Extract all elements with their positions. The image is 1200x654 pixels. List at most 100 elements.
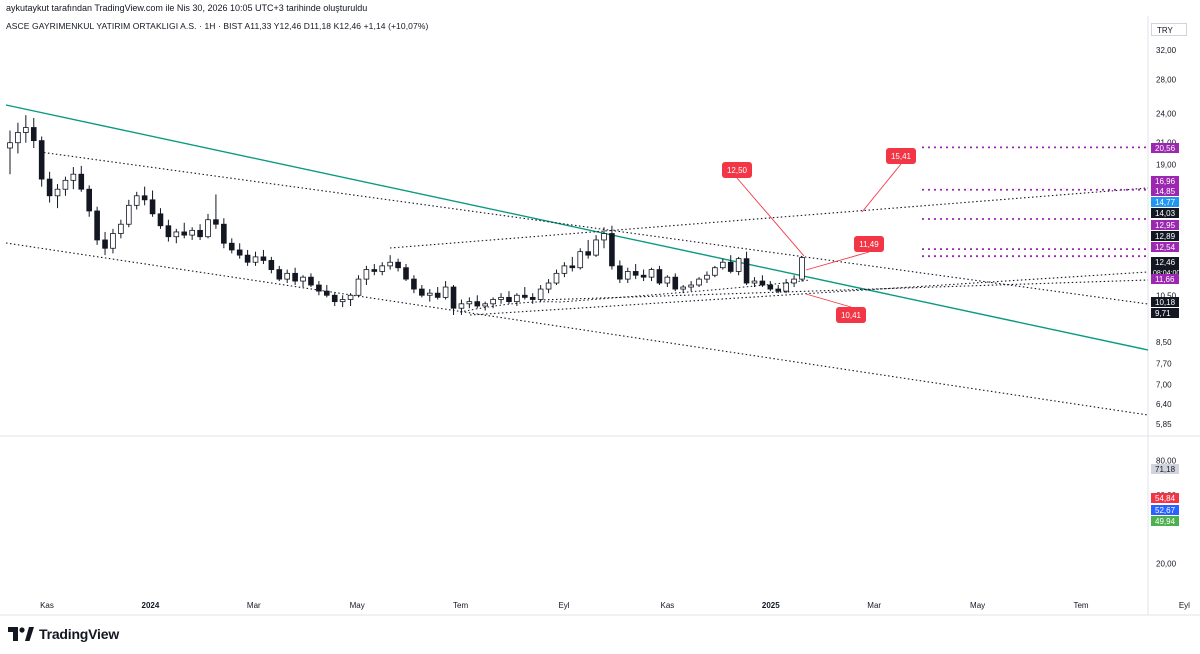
currency-selector[interactable]: TRY: [1151, 23, 1187, 36]
x-tick-label-3: May: [350, 601, 365, 610]
candle-body: [78, 173, 85, 190]
y-tick-label-11: 6,40: [1156, 400, 1172, 409]
candle-body: [165, 225, 172, 238]
candle-body: [514, 294, 520, 303]
x-tick-label-1: 2024: [142, 601, 160, 610]
price-tag-text: 12,54: [1155, 243, 1176, 252]
tradingview-logo[interactable]: TradingView: [8, 626, 119, 642]
dotted-trendline-2[interactable]: [389, 187, 1149, 249]
dotted-trendline-1[interactable]: [5, 242, 1149, 416]
candle-body: [561, 265, 568, 274]
candle-body: [775, 288, 782, 292]
x-tick-label-5: Eyl: [558, 601, 569, 610]
candle-body: [553, 272, 560, 284]
candle-body: [30, 127, 37, 142]
candle-body: [537, 288, 544, 300]
price-tag-text: 9,71: [1155, 309, 1171, 318]
price-tag: [1151, 297, 1179, 307]
x-tick-label-7: 2025: [762, 601, 780, 610]
osc-tick-label-0: 80,00: [1156, 457, 1177, 466]
candle-body: [498, 296, 504, 300]
candle-body: [15, 132, 21, 144]
annotation-arrow: [805, 293, 852, 308]
candle-body: [228, 242, 235, 251]
tradingview-logo-icon: [8, 627, 34, 641]
candle-body: [490, 299, 496, 305]
osc-tick-label-2: 20,00: [1156, 559, 1177, 568]
annotation-label-box[interactable]: [722, 162, 752, 178]
candle-body: [704, 274, 710, 280]
price-tag: [1151, 143, 1179, 153]
x-tick-label-8: Mar: [867, 601, 881, 610]
time-axis[interactable]: Kas2024MarMayTemEylKas2025MarMayTemEylKa…: [40, 601, 1200, 610]
annotation-label-box[interactable]: [854, 236, 884, 252]
annotation-arrow: [736, 177, 805, 257]
annotations[interactable]: 12,50 15,41 11,49 10,41: [722, 148, 916, 323]
y-tick-label-2: 24,00: [1156, 109, 1177, 118]
candle-body: [585, 251, 591, 256]
x-tick-label-0: Kas: [40, 601, 54, 610]
osc-value-tag: [1151, 493, 1179, 503]
candle-body: [395, 261, 401, 269]
trendlines[interactable]: [5, 104, 1149, 416]
candle-body: [157, 213, 164, 227]
candle-body: [482, 303, 488, 307]
price-tag: [1151, 308, 1179, 318]
dotted-trendline-3[interactable]: [469, 271, 1149, 316]
candle-body: [506, 296, 512, 303]
candle-body: [149, 199, 156, 215]
candle-body: [23, 127, 29, 133]
candle-body: [292, 272, 298, 282]
candle-body: [363, 269, 370, 280]
candle-body: [213, 219, 219, 225]
price-tag-text: 20,56: [1155, 144, 1176, 153]
candle-body: [411, 278, 417, 290]
annotation-label-box[interactable]: [836, 307, 866, 323]
price-tag-text: 14,03: [1155, 209, 1176, 218]
y-tick-label-4: 19,00: [1156, 161, 1177, 170]
candle-body: [371, 269, 378, 272]
price-tag-text: 11,66: [1155, 275, 1175, 284]
osc-value-text: 54,84: [1155, 494, 1176, 503]
candle-body: [743, 258, 750, 284]
candle-body: [54, 188, 61, 197]
osc-value-tag: [1151, 516, 1179, 526]
candle-body: [7, 142, 13, 149]
candle-body: [767, 284, 774, 290]
candle-body: [331, 294, 338, 303]
dotted-trendline-4[interactable]: [539, 279, 1149, 301]
annotation-arrow: [861, 163, 902, 213]
support-curve[interactable]: [459, 279, 811, 313]
candle-body: [403, 267, 409, 280]
candle-body: [664, 276, 671, 284]
candle-body: [244, 254, 251, 263]
annotation-label: 11,49: [859, 240, 879, 249]
price-tag: [1151, 176, 1179, 186]
main-trendline[interactable]: [5, 104, 1149, 351]
osc-value-tag: [1151, 505, 1179, 515]
candle-body: [252, 256, 259, 263]
price-tag-text: 14,77: [1155, 198, 1176, 207]
candle-body: [379, 265, 386, 272]
candle-body: [727, 261, 734, 272]
price-tag-text: 14,85: [1155, 187, 1176, 196]
candle-body: [751, 280, 758, 284]
osc-value-text: 52,67: [1155, 506, 1176, 515]
candle-body: [545, 282, 552, 290]
candle-body: [799, 257, 805, 280]
annotation-label-box[interactable]: [886, 148, 916, 164]
candle-body: [680, 286, 686, 290]
price-tag: [1151, 208, 1179, 218]
osc-value-text: 71,18: [1155, 465, 1176, 474]
candle-body: [759, 280, 766, 286]
price-tag-text: 10,18: [1155, 298, 1176, 307]
symbol-legend[interactable]: ASCE GAYRIMENKUL YATIRIM ORTAKLIGI A.S. …: [6, 21, 429, 31]
candle-body: [94, 210, 100, 241]
candle-body: [593, 239, 599, 256]
price-tag-text: 12,89: [1155, 232, 1176, 241]
x-tick-label-6: Kas: [661, 601, 675, 610]
candle-body: [268, 260, 275, 270]
chart-attribution: aykutaykut tarafından TradingView.com il…: [6, 3, 368, 13]
y-tick-label-12: 5,85: [1156, 420, 1172, 429]
